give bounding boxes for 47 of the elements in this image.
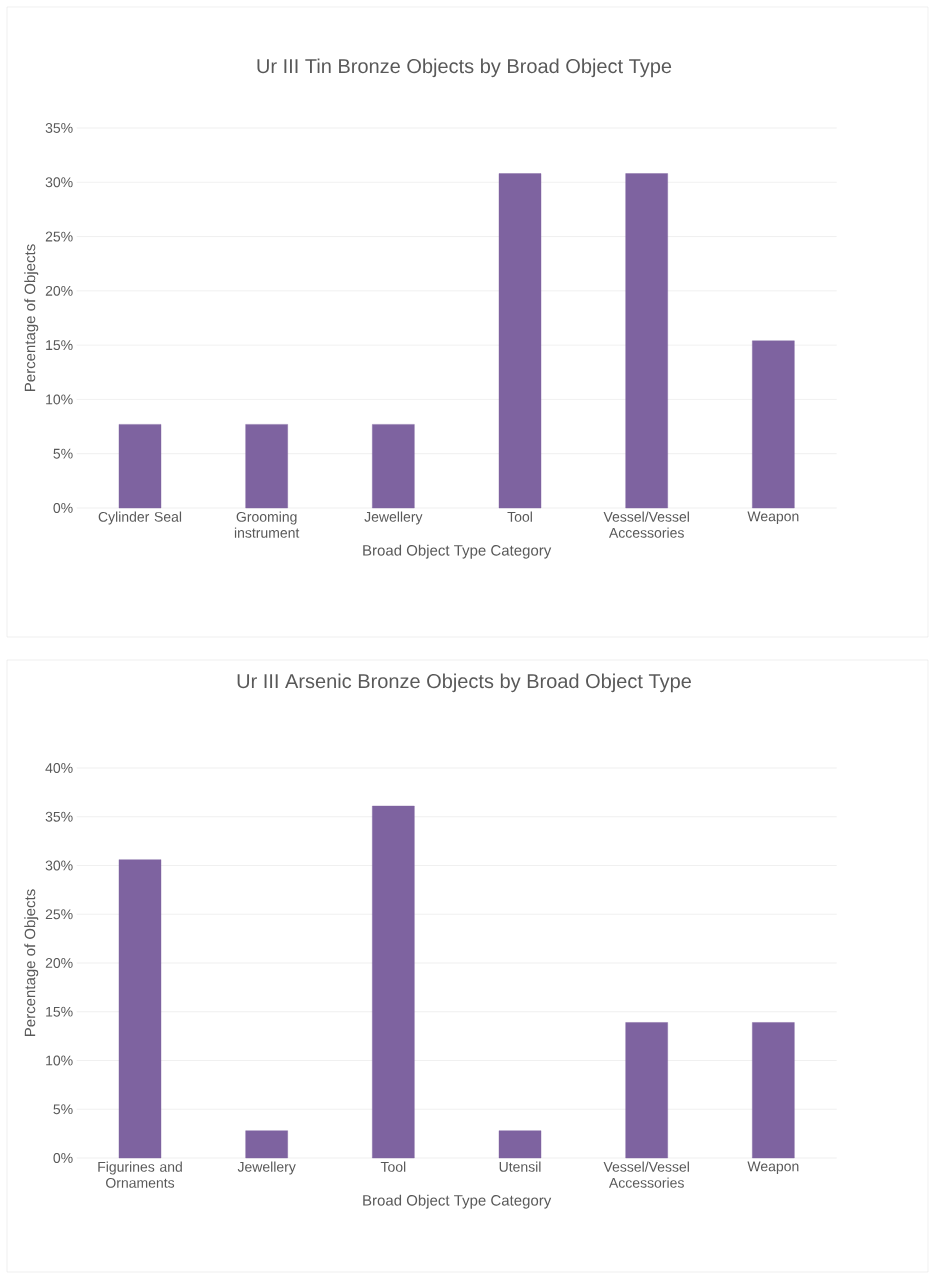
x-tick-label: Weapon [747,1161,799,1175]
bar [372,805,415,1159]
y-tick-label: 35% [45,123,73,133]
y-tick-label: 25% [45,231,73,242]
bar [752,340,795,509]
x-axis-title: Broad Object Type Category [363,544,552,559]
bar [372,424,415,509]
x-tick-label: Tool [380,1161,406,1172]
x-tick-label: Jewellery [237,1161,296,1175]
x-tick-label: Cylinder Seal [98,511,182,525]
bar [752,1022,795,1159]
bar [245,1130,288,1159]
chart-title: Ur III Arsenic Bronze Objects by Broad Object Type [237,673,691,693]
y-axis-title: Percentage of Objects [24,244,39,391]
x-tick-label: Vessel/Vessel Accessories [603,1161,689,1188]
y-tick-label: 20% [45,285,73,296]
chart-title: Ur III Tin Bronze Objects by Broad Object Type [257,58,672,78]
x-tick-label: Jewellery [364,511,423,525]
bar [118,424,162,509]
bar [625,173,668,509]
x-tick-label: Tool [507,511,532,522]
y-tick-label: 15% [46,1006,73,1017]
x-tick-label: Weapon [747,511,799,525]
y-tick-label: 10% [46,394,73,405]
y-axis-title: Percentage of Objects [24,889,39,1036]
bar [625,1022,668,1159]
y-tick-label: 5% [53,448,73,459]
y-tick-label: 30% [45,860,73,871]
x-axis-title: Broad Object Type Category [363,1194,552,1209]
bar [118,859,162,1159]
x-tick-label: Utensil [499,1161,541,1172]
bar [498,1130,542,1159]
bar [498,173,542,509]
x-tick-label: Figurines and Ornaments [98,1161,182,1188]
y-tick-label: 15% [46,340,73,351]
y-tick-label: 0% [53,1153,73,1163]
y-tick-label: 35% [45,811,73,822]
y-tick-label: 40% [45,763,73,773]
y-tick-label: 30% [45,177,73,188]
y-tick-label: 0% [53,503,73,513]
y-tick-label: 20% [45,958,73,968]
bar [245,424,288,509]
y-tick-label: 10% [46,1055,73,1066]
y-tick-label: 5% [53,1104,73,1115]
y-tick-label: 25% [45,909,73,920]
x-tick-label: Vessel/Vessel Accessories [603,511,689,538]
x-tick-label: Grooming instrument [234,511,300,538]
